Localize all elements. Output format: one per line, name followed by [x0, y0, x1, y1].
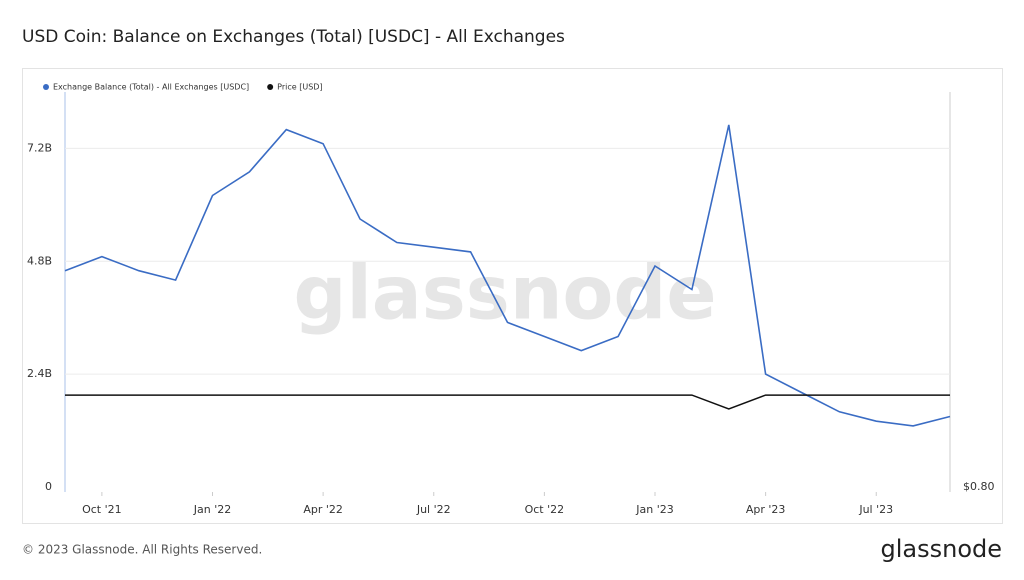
y-tick-label: 0: [45, 480, 52, 493]
footer: © 2023 Glassnode. All Rights Reserved.: [22, 543, 262, 557]
chart-frame: [22, 68, 1003, 524]
series-line: [64, 124, 951, 427]
x-tick-label: Jul '22: [416, 503, 451, 516]
x-tick-label: Oct '21: [82, 503, 122, 516]
series-line: [65, 394, 950, 410]
legend-marker: [267, 84, 274, 90]
x-tick-label: Apr '22: [303, 503, 343, 516]
y-tick-label: 7.2B: [27, 141, 52, 154]
legend-marker: [43, 84, 49, 90]
legend-label: Price [USD]: [277, 83, 322, 92]
x-tick-label: Jul '23: [858, 503, 893, 516]
watermark: glassnode: [293, 251, 716, 337]
x-tick-label: Oct '22: [525, 503, 565, 516]
chart-title: USD Coin: Balance on Exchanges (Total) […: [22, 27, 565, 47]
y2-tick-label: $0.80: [963, 480, 995, 493]
y-tick-label: 4.8B: [27, 254, 52, 267]
y-tick-label: 2.4B: [27, 367, 52, 380]
x-tick-label: Jan '22: [193, 503, 231, 516]
brand-logo: glassnode: [880, 535, 1002, 563]
legend-label: Exchange Balance (Total) - All Exchanges…: [53, 83, 249, 92]
x-tick-label: Apr '23: [746, 503, 786, 516]
x-tick-label: Jan '23: [635, 503, 673, 516]
